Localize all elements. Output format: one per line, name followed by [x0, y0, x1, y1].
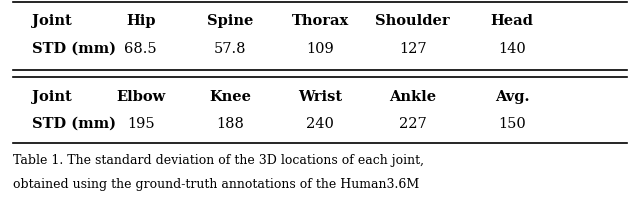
- Text: Knee: Knee: [209, 90, 252, 104]
- Text: 240: 240: [306, 116, 334, 130]
- Text: Head: Head: [491, 14, 533, 28]
- Text: Joint: Joint: [32, 90, 72, 104]
- Text: Hip: Hip: [126, 14, 156, 28]
- Text: Wrist: Wrist: [298, 90, 342, 104]
- Text: 109: 109: [306, 42, 334, 55]
- Text: Thorax: Thorax: [291, 14, 349, 28]
- Text: 57.8: 57.8: [214, 42, 246, 55]
- Text: Spine: Spine: [207, 14, 253, 28]
- Text: 195: 195: [127, 116, 155, 130]
- Text: Avg.: Avg.: [495, 90, 529, 104]
- Text: Elbow: Elbow: [116, 90, 165, 104]
- Text: STD (mm): STD (mm): [32, 42, 116, 55]
- Text: Ankle: Ankle: [389, 90, 436, 104]
- Text: 227: 227: [399, 116, 427, 130]
- Text: Table 1. The standard deviation of the 3D locations of each joint,: Table 1. The standard deviation of the 3…: [13, 153, 424, 166]
- Text: 150: 150: [498, 116, 526, 130]
- Text: STD (mm): STD (mm): [32, 116, 116, 130]
- Text: Joint: Joint: [32, 14, 72, 28]
- Text: 188: 188: [216, 116, 244, 130]
- Text: Shoulder: Shoulder: [376, 14, 450, 28]
- Text: 68.5: 68.5: [125, 42, 157, 55]
- Text: 140: 140: [498, 42, 526, 55]
- Text: 127: 127: [399, 42, 427, 55]
- Text: obtained using the ground-truth annotations of the Human3.6M: obtained using the ground-truth annotati…: [13, 177, 419, 190]
